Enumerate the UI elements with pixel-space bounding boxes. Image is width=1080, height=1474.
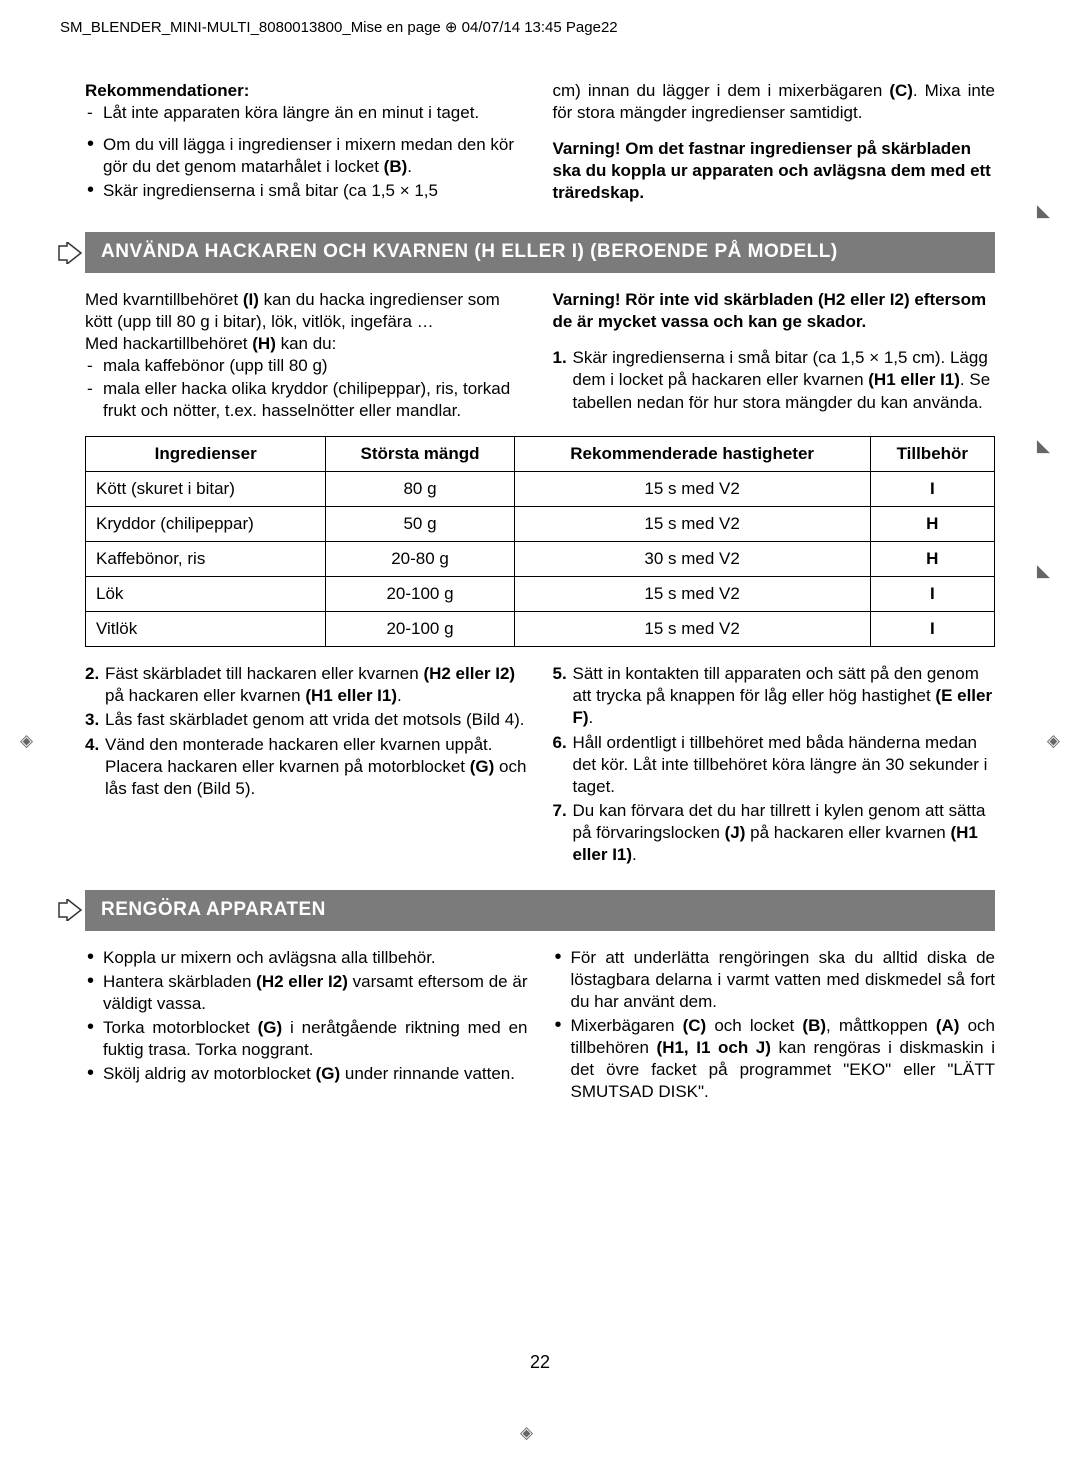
list-item: Om du vill lägga i ingredienser i mixern… [85,134,528,178]
table-cell: 15 s med V2 [514,612,870,647]
steps-left: 2.Fäst skärbladet till hackaren eller kv… [85,663,528,800]
table-row: Kaffebönor, ris20-80 g30 s med V2H [86,542,995,577]
table-cell: Kött (skuret i bitar) [86,471,326,506]
thumb-icon: ◣ [1037,435,1050,457]
reg-mark-icon: ◈ [20,730,33,752]
list-item: 4.Vänd den monterade hackaren eller kvar… [85,734,528,800]
section-header-clean: RENGÖRA APPARATEN [85,890,995,931]
arrow-outline-icon [57,242,83,264]
page-header: SM_BLENDER_MINI-MULTI_8080013800_Mise en… [60,18,618,38]
table-cell: Lök [86,577,326,612]
th-ingredients: Ingredienser [86,436,326,471]
table-cell: I [870,471,994,506]
table-cell: 15 s med V2 [514,506,870,541]
table-cell: Kaffebönor, ris [86,542,326,577]
list-item: Låt inte apparaten köra längre än en min… [85,102,528,124]
sec1-p1: Med kvarntillbehöret (I) kan du hacka in… [85,289,528,333]
ingredients-table: Ingredienser Största mängd Rekommenderad… [85,436,995,648]
table-cell: 30 s med V2 [514,542,870,577]
list-item: mala kaffebönor (upp till 80 g) [85,355,528,377]
list-item: 7.Du kan förvara det du har tillrett i k… [553,800,996,866]
list-item: 5.Sätt in kontakten till apparaten och s… [553,663,996,729]
th-maxamount: Största mängd [326,436,514,471]
recs-cont: cm) innan du lägger i dem i mixerbägaren… [553,80,996,124]
list-item: mala eller hacka olika kryddor (chilipep… [85,378,528,422]
table-row: Kött (skuret i bitar)80 g15 s med V2I [86,471,995,506]
list-item: Hantera skärbladen (H2 eller I2) varsamt… [85,971,528,1015]
list-item: Koppla ur mixern och avlägsna alla tillb… [85,947,528,969]
list-item: Torka motorblocket (G) i neråtgående rik… [85,1017,528,1061]
sec1-step1: 1.Skär ingredienserna i små bitar (ca 1,… [553,347,996,413]
section-header-chopper: ANVÄNDA HACKAREN OCH KVARNEN (H ELLER I)… [85,232,995,273]
arrow-outline-icon [57,899,83,921]
table-row: Vitlök20-100 g15 s med V2I [86,612,995,647]
table-row: Kryddor (chilipeppar)50 g15 s med V2H [86,506,995,541]
list-item: 1.Skär ingredienserna i små bitar (ca 1,… [553,347,996,413]
reg-mark-icon: ◈ [1047,730,1060,752]
sec1-warning: Varning! Rör inte vid skärbladen (H2 ell… [553,289,996,333]
page-content: Rekommendationer: Låt inte apparaten kör… [85,80,995,1105]
reg-mark-icon: ◈ [520,1422,533,1444]
th-speeds: Rekommenderade hastigheter [514,436,870,471]
table-cell: 50 g [326,506,514,541]
table-cell: Kryddor (chilipeppar) [86,506,326,541]
table-row: Lök20-100 g15 s med V2I [86,577,995,612]
table-cell: H [870,506,994,541]
recs-dash-list: Låt inte apparaten köra längre än en min… [85,102,528,124]
table-cell: I [870,577,994,612]
clean-right-bullets: För att underlätta rengöringen ska du al… [553,947,996,1104]
steps-block: 2.Fäst skärbladet till hackaren eller kv… [85,663,995,868]
list-item: 2.Fäst skärbladet till hackaren eller kv… [85,663,528,707]
thumb-icon: ◣ [1037,200,1050,222]
table-cell: 20-80 g [326,542,514,577]
table-cell: 15 s med V2 [514,577,870,612]
recommendations: Rekommendationer: Låt inte apparaten kör… [85,80,995,204]
th-accessory: Tillbehör [870,436,994,471]
list-item: 3.Lås fast skärbladet genom att vrida de… [85,709,528,731]
table-cell: 20-100 g [326,577,514,612]
table-cell: H [870,542,994,577]
steps-right: 5.Sätt in kontakten till apparaten och s… [553,663,996,866]
recs-heading: Rekommendationer: [85,80,528,102]
list-item: Skölj aldrig av motorblocket (G) under r… [85,1063,528,1085]
clean-left-bullets: Koppla ur mixern och avlägsna alla tillb… [85,947,528,1086]
list-item: 6.Håll ordentligt i tillbehöret med båda… [553,732,996,798]
sec1-p2: Med hackartillbehöret (H) kan du: [85,333,528,355]
table-cell: I [870,612,994,647]
list-item: För att underlätta rengöringen ska du al… [553,947,996,1013]
table-cell: 20-100 g [326,612,514,647]
table-cell: Vitlök [86,612,326,647]
sec2-body: Koppla ur mixern och avlägsna alla tillb… [85,947,995,1106]
sec1-dashes: mala kaffebönor (upp till 80 g) mala ell… [85,355,528,421]
recs-bullets: Om du vill lägga i ingredienser i mixern… [85,134,528,202]
list-item: Skär ingredienserna i små bitar (ca 1,5 … [85,180,528,202]
list-item: Mixerbägaren (C) och locket (B), måttkop… [553,1015,996,1103]
recs-warning: Varning! Om det fastnar ingredienser på … [553,138,996,204]
page-number: 22 [0,1351,1080,1374]
table-cell: 80 g [326,471,514,506]
table-cell: 15 s med V2 [514,471,870,506]
sec1-body: Med kvarntillbehöret (I) kan du hacka in… [85,289,995,422]
thumb-icon: ◣ [1037,560,1050,582]
